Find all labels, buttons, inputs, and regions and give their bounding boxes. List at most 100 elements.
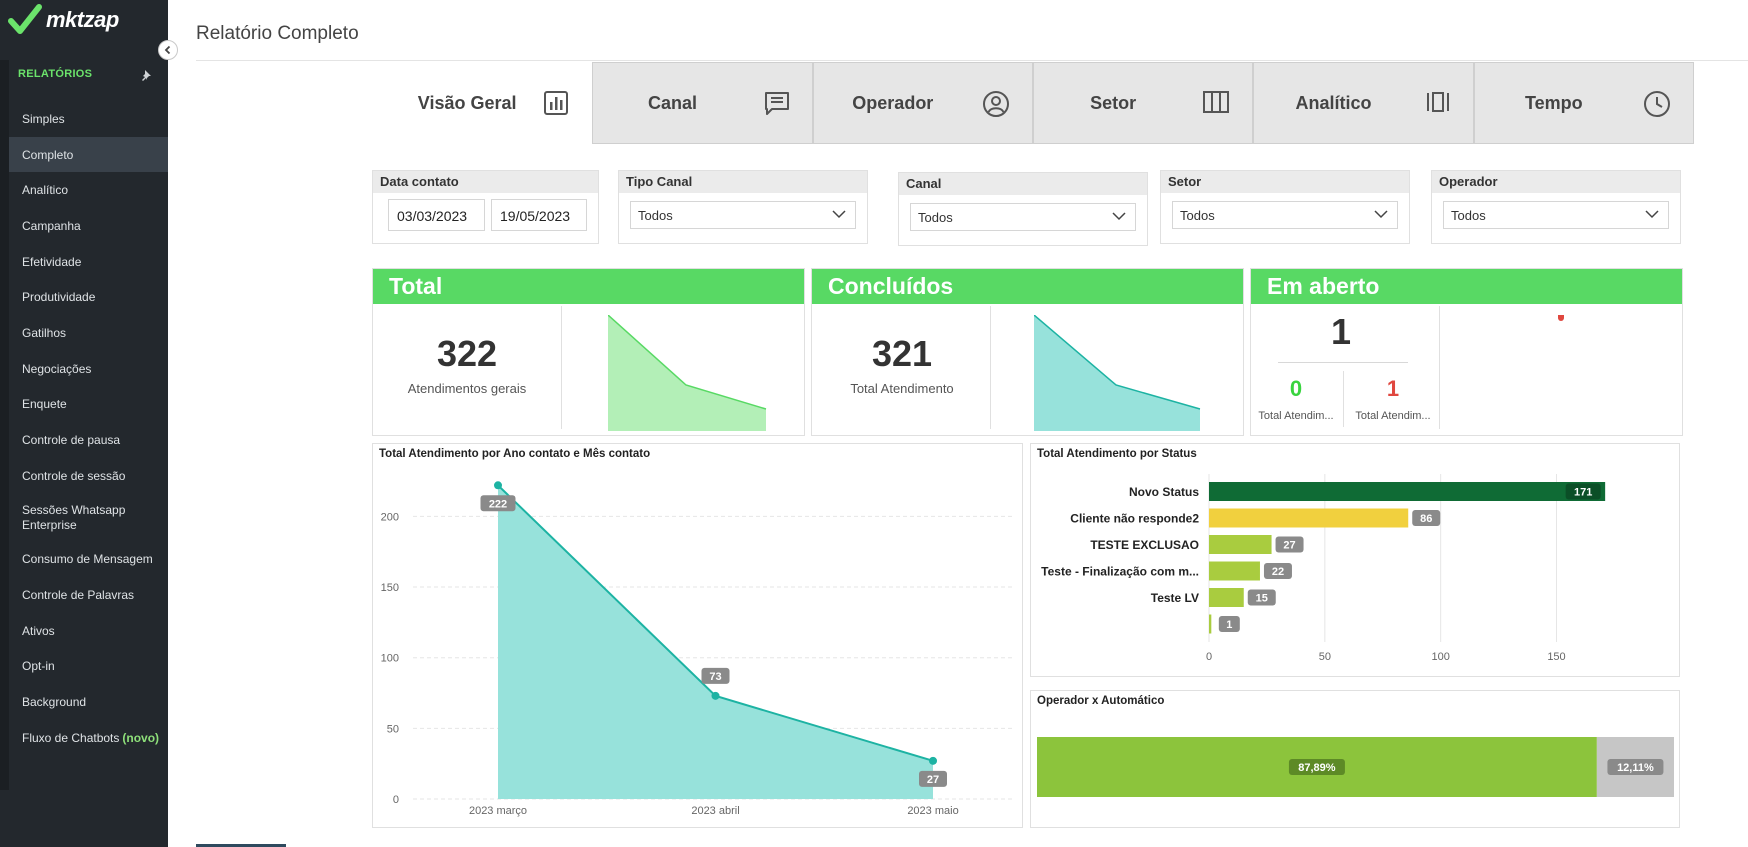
end-date-field[interactable]: 19/05/2023 [491, 199, 587, 231]
tab-setor[interactable]: Setor [1032, 62, 1254, 144]
sidebar-item-simples[interactable]: Simples [9, 101, 168, 137]
data-label: 1 [1226, 619, 1232, 631]
chevron-down-icon [1374, 210, 1388, 219]
sidebar-item-label: Controle de sessão [22, 468, 126, 483]
kpi-divider [561, 306, 562, 429]
filter-setor: Setor Todos [1160, 170, 1410, 244]
data-label: 171 [1574, 487, 1592, 499]
kpi-value: 1 [1330, 311, 1352, 352]
kpi-divider [990, 306, 991, 429]
sidebar-item-enquete[interactable]: Enquete [9, 387, 168, 423]
sidebar-item-analitico[interactable]: Analítico [9, 172, 168, 208]
sidebar-item-gatilhos[interactable]: Gatilhos [9, 315, 168, 351]
sidebar-item-label: Opt-in [22, 659, 55, 674]
start-date-field[interactable]: 03/03/2023 [388, 199, 485, 231]
canal-select[interactable]: Todos [910, 203, 1136, 231]
kpi-title: Total [373, 269, 804, 304]
kpi-divider [1439, 306, 1440, 429]
sidebar-item-label: Background [22, 695, 87, 710]
collapse-sidebar-button[interactable] [158, 40, 178, 60]
data-label-bg [1288, 759, 1345, 775]
data-label: 12,11% [1617, 762, 1654, 774]
sidebar-strip [0, 60, 9, 790]
sidebar-item-controle-pausa[interactable]: Controle de pausa [9, 422, 168, 458]
tab-visao-geral[interactable]: Visão Geral [372, 62, 593, 144]
tab-label: Analítico [1295, 92, 1372, 113]
kpi-label: Atendimentos gerais [407, 381, 527, 396]
filter-label: Data contato [373, 171, 598, 193]
data-label-bg [701, 667, 730, 684]
kpi-title: Em aberto [1251, 269, 1682, 304]
kpi-em-aberto-card: Em aberto 1 0 Total Atendim... 1 Total A… [1250, 268, 1683, 436]
header-divider [196, 60, 1748, 61]
tab-label: Visão Geral [417, 92, 517, 113]
x-tick-label: 2023 março [469, 805, 527, 817]
data-label: 73 [709, 671, 721, 683]
x-tick-label: 50 [1319, 651, 1331, 663]
tipo-canal-select[interactable]: Todos [630, 201, 856, 229]
data-point [711, 691, 720, 700]
operador-select[interactable]: Todos [1443, 201, 1669, 229]
sidebar-item-label: Sessões Whatsapp Enterprise [22, 502, 126, 532]
sidebar-section-title: RELATÓRIOS [18, 68, 93, 80]
area-fill [498, 485, 933, 799]
sidebar-item-efetividade[interactable]: Efetividade [9, 244, 168, 280]
sidebar-item-campanha[interactable]: Campanha [9, 208, 168, 244]
filter-canal: Canal Todos [898, 172, 1148, 246]
sidebar-item-controle-palavras[interactable]: Controle de Palavras [9, 577, 168, 613]
kpi-total-card: Total 322 Atendimentos gerais [372, 268, 805, 436]
sidebar-item-label: Controle de Palavras [22, 588, 135, 603]
kpi-right-label: Total Atendim... [1355, 410, 1431, 422]
tab-label: Operador [852, 92, 934, 113]
sidebar-item-label: Produtividade [22, 290, 96, 305]
tab-operador[interactable]: Operador [812, 62, 1033, 144]
sidebar-item-opt-in[interactable]: Opt-in [9, 649, 168, 685]
sidebar-item-negociacoes[interactable]: Negociações [9, 351, 168, 387]
kpi-label: Total Atendimento [850, 381, 954, 396]
ratio-bar-chart: 87,89% 12,11% [1037, 737, 1674, 797]
logo[interactable]: mktzap [8, 0, 119, 40]
sidebar-item-consumo-mensagem[interactable]: Consumo de Mensagem [9, 542, 168, 578]
sidebar-item-completo[interactable]: Completo [9, 136, 168, 173]
data-label-bg [480, 495, 516, 512]
pin-icon[interactable] [141, 69, 153, 81]
sidebar-item-label: Consumo de Mensagem [22, 552, 153, 567]
logo-check-icon [8, 4, 42, 34]
x-tick-label: 150 [1547, 651, 1565, 663]
sidebar-item-label: Campanha [22, 218, 81, 233]
tab-analitico[interactable]: Analítico [1253, 62, 1474, 144]
line-chart-panel: Total Atendimento por Ano contato e Mês … [372, 443, 1023, 828]
sidebar-item-sessoes-whatsapp[interactable]: Sessões Whatsapp Enterprise [9, 494, 168, 542]
sidebar-item-controle-sessao[interactable]: Controle de sessão [9, 458, 168, 494]
clock-icon [1643, 91, 1670, 117]
data-label-bg [1247, 589, 1276, 606]
setor-select[interactable]: Todos [1172, 201, 1398, 229]
bottom-button-edge[interactable] [196, 844, 286, 847]
data-label-bg [1218, 616, 1240, 632]
chevron-down-icon [832, 210, 846, 219]
data-label: 86 [1420, 513, 1432, 525]
sidebar-item-label: Analítico [22, 183, 69, 198]
tab-tempo[interactable]: Tempo [1473, 62, 1694, 144]
kpi-left-value: 0 [1289, 376, 1303, 401]
sidebar-item-produtividade[interactable]: Produtividade [9, 279, 168, 315]
sidebar-item-label: Negociações [22, 361, 92, 376]
logo-text: mktzap [46, 7, 119, 32]
category-label: Teste LV [1151, 591, 1199, 605]
category-label: TESTE EXCLUSAO [1090, 538, 1199, 552]
user-circle-icon [982, 91, 1009, 117]
data-label: 27 [1283, 540, 1295, 552]
sidebar-item-label: Gatilhos [22, 325, 67, 340]
sidebar-item-fluxo-chatbots[interactable]: Fluxo de Chatbots (novo) [9, 720, 168, 756]
bar-chart-icon [544, 91, 569, 115]
sidebar-item-background[interactable]: Background [9, 684, 168, 720]
sidebar-menu: Simples Completo Analítico Campanha Efet… [9, 101, 168, 756]
category-label: Cliente não responde2 [1070, 512, 1199, 526]
tab-label: Canal [647, 92, 697, 113]
tab-canal[interactable]: Canal [592, 62, 813, 144]
sparkline-dot [1558, 315, 1564, 321]
chevron-left-icon [164, 45, 171, 55]
y-tick-label: 200 [381, 511, 399, 523]
sidebar-item-ativos[interactable]: Ativos [9, 613, 168, 649]
kpi-sparkline [608, 315, 767, 431]
